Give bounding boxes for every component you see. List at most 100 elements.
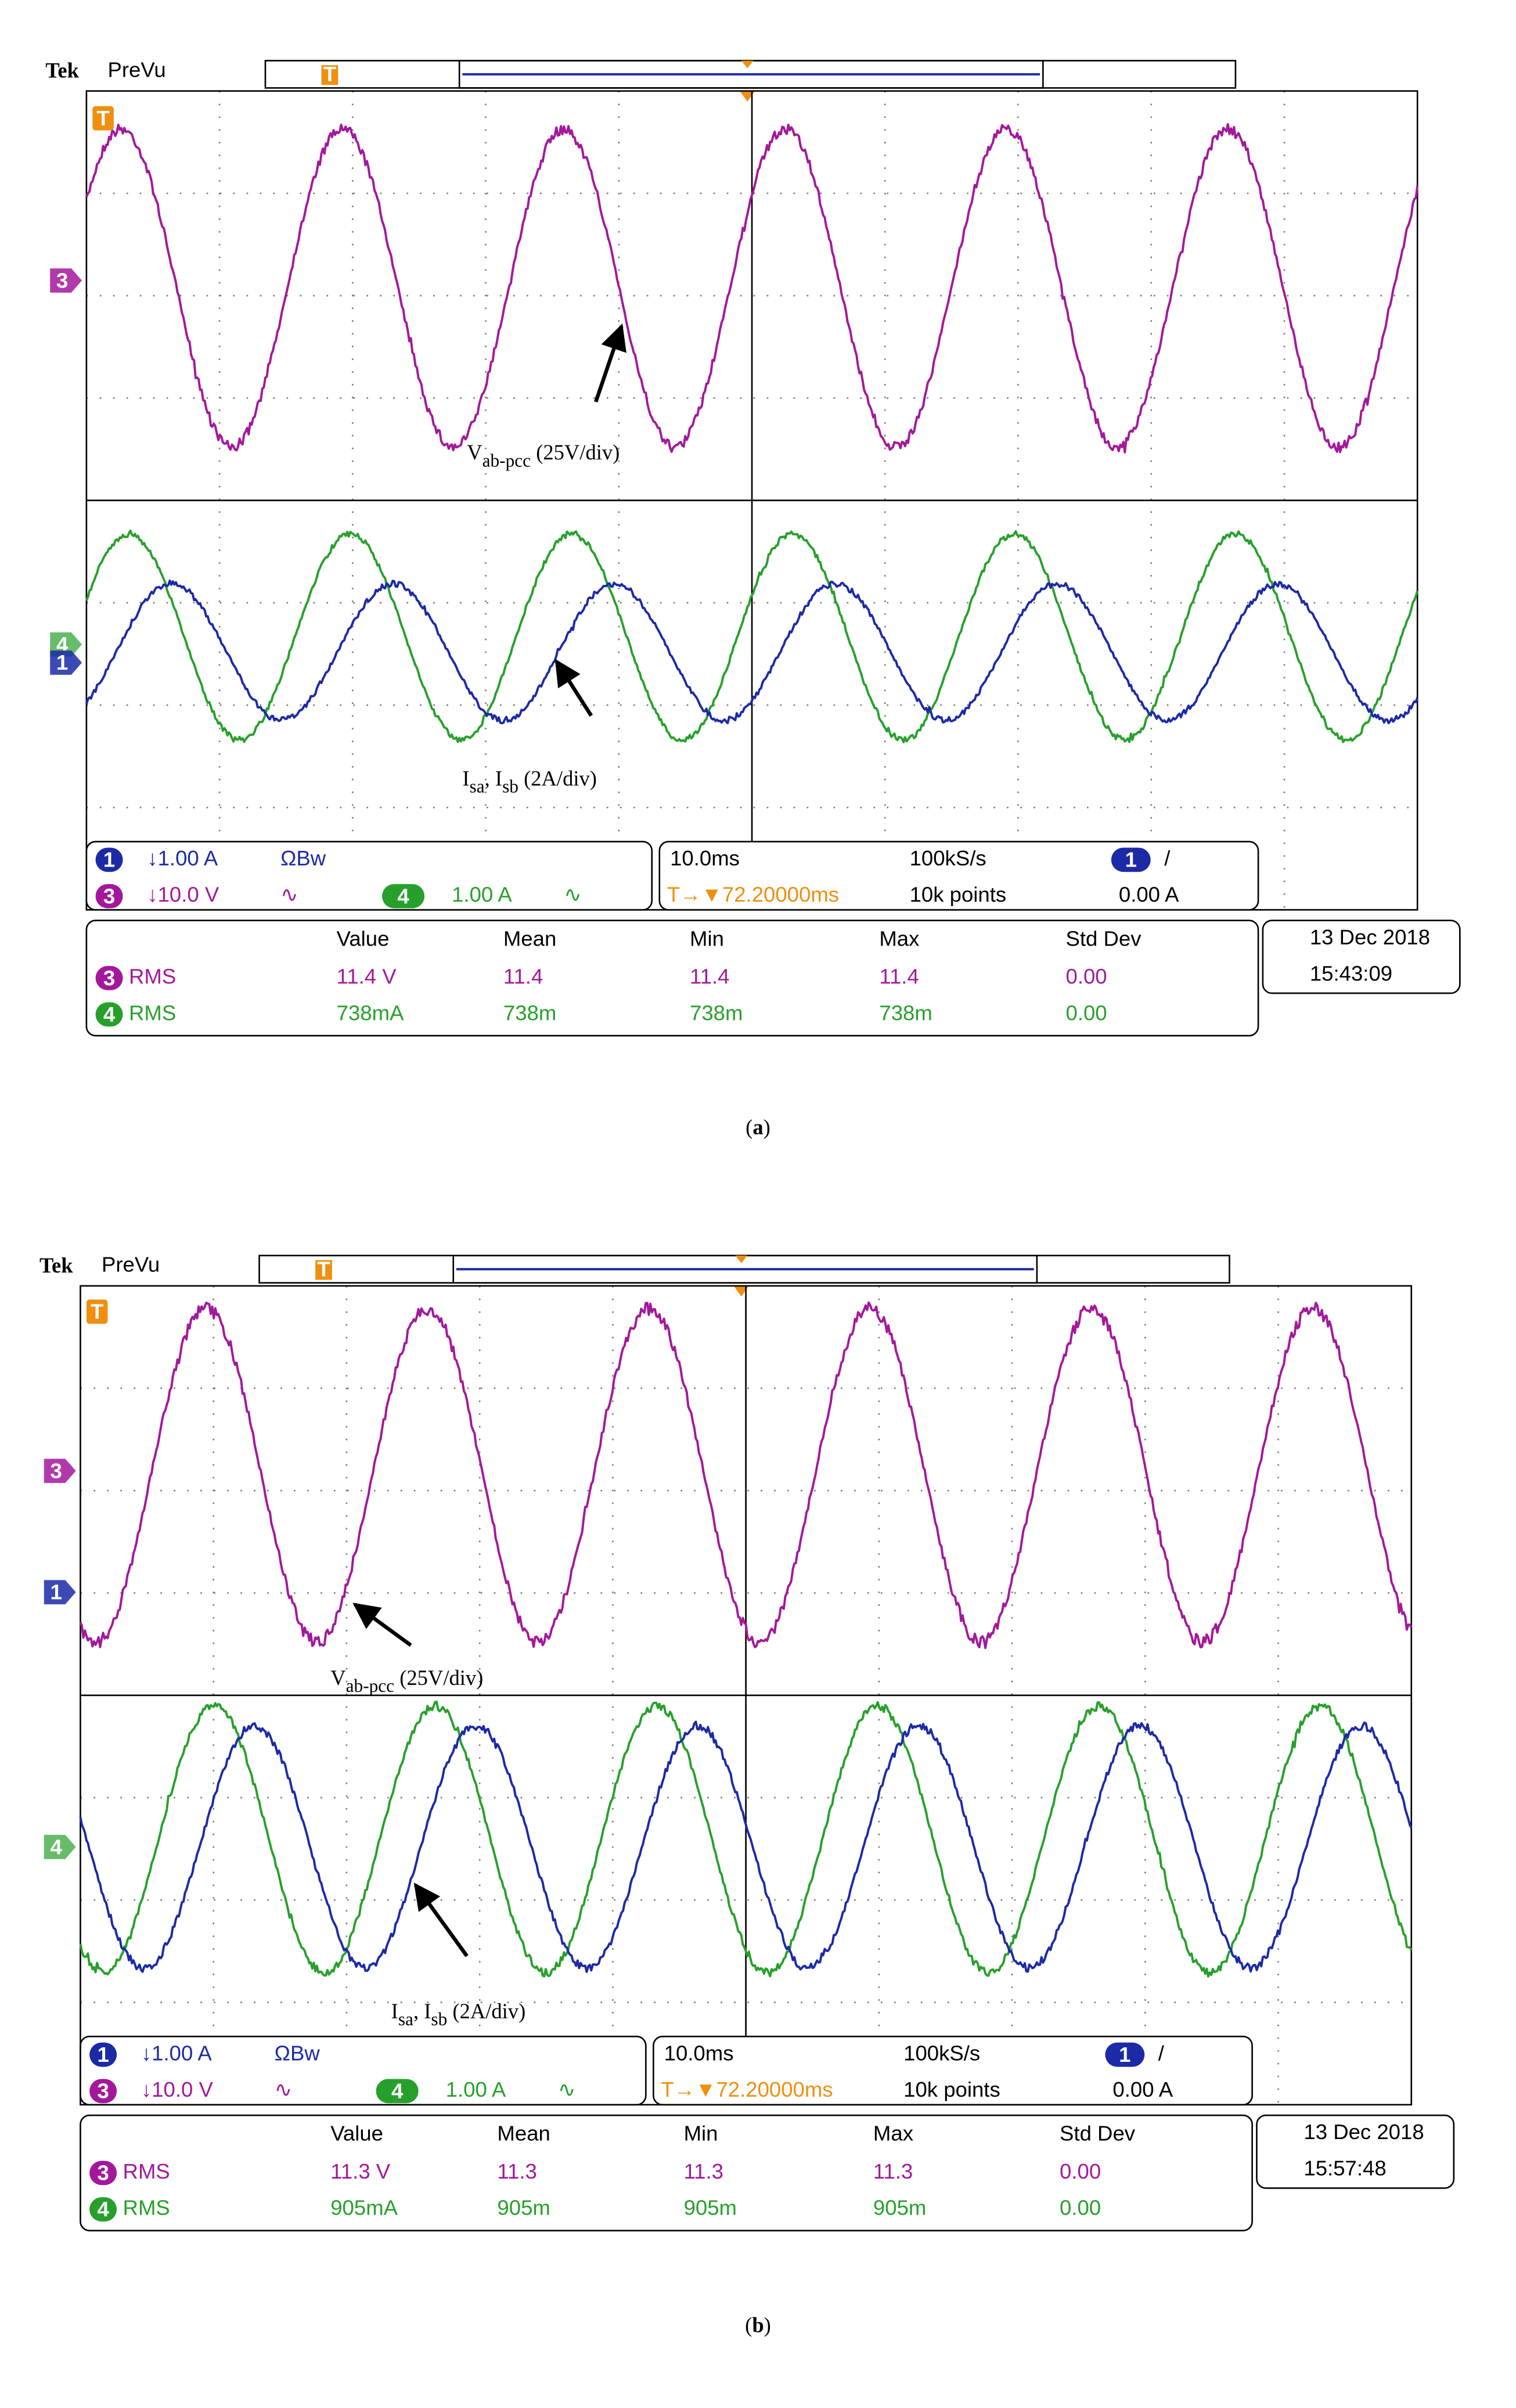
label-part: V — [330, 1666, 345, 1690]
channel-badge-number: 3 — [103, 966, 115, 990]
brand: Tek — [45, 59, 79, 82]
measurement-value: 0.00 — [1065, 965, 1107, 989]
channel-badge-number: 3 — [97, 2161, 109, 2185]
date: 13 Dec 2018 — [1303, 2120, 1424, 2144]
channel-info-box — [85, 840, 653, 911]
label-part: (2A/div) — [447, 2000, 525, 2024]
measurement-box — [80, 2114, 1253, 2231]
label-part: , I — [413, 2000, 431, 2024]
date-box — [1256, 2114, 1455, 2189]
measurement-value: 738m — [690, 1001, 743, 1025]
measurement-value: 738mA — [337, 1001, 404, 1025]
annotation-arrow — [352, 1602, 412, 1647]
label-part: (2A/div) — [518, 767, 597, 790]
caption: (a) — [746, 1115, 770, 1139]
caption: (b) — [745, 2313, 771, 2337]
trigger-level: 0.00 A — [1119, 883, 1179, 907]
channel-marker-bg — [50, 650, 82, 675]
measurement-value: 11.3 — [873, 2159, 913, 2183]
subscript: ab-pcc — [482, 450, 531, 470]
sample-rate: 100kS/s — [903, 2041, 980, 2065]
channel-badge — [89, 2042, 117, 2067]
waveform — [79, 1701, 1413, 1978]
mode: PreVu — [107, 57, 165, 81]
measurement-column: Std Dev — [1060, 2122, 1136, 2145]
ch1-coupling: ΩBw — [275, 2041, 321, 2065]
ch1-scale: ↓1.00 A — [147, 846, 218, 870]
measurement-value: 0.00 — [1065, 1001, 1107, 1025]
timebase: 10.0ms — [670, 846, 740, 870]
measurement-column: Max — [879, 926, 919, 950]
trigger-badge-bg — [315, 1260, 332, 1280]
channel-badge-number: 3 — [97, 2079, 109, 2103]
label-part: (25V/div) — [394, 1666, 483, 1690]
ch3-scale: ↓10.0 V — [147, 883, 219, 907]
trigger-slope: / — [1158, 2041, 1165, 2065]
trigger-marker: T — [91, 1300, 103, 1324]
channel-marker: 1 — [56, 650, 68, 674]
trigger-marker-bg — [92, 106, 114, 131]
label-part: (25V/div) — [531, 441, 620, 465]
time: 15:43:09 — [1310, 961, 1392, 985]
measurement-value: 11.3 — [684, 2159, 723, 2183]
channel-badge — [376, 2079, 419, 2104]
date-box — [1262, 919, 1461, 994]
channel-marker: 4 — [51, 1835, 63, 1859]
measurement-type: RMS — [123, 2159, 170, 2183]
brand: Tek — [39, 1253, 73, 1277]
channel-marker-bg — [50, 268, 82, 293]
acquisition-box — [653, 2036, 1253, 2106]
label-part: , I — [485, 767, 502, 790]
channel-badge-number: 4 — [97, 2197, 109, 2221]
ch4-coupling: ∿ — [564, 883, 582, 907]
measurement-column: Mean — [497, 2122, 550, 2145]
trigger-position: T→▼72.20000ms — [661, 2078, 833, 2101]
measurement-box — [85, 919, 1259, 1037]
channel-badge — [1111, 847, 1151, 872]
current-annotation: Isa, Isb (2A/div) — [462, 767, 597, 797]
record-length: 10k points — [910, 883, 1007, 907]
waveform — [79, 1720, 1413, 1974]
date: 13 Dec 2018 — [1310, 925, 1430, 949]
measurement-value: 11.3 V — [330, 2159, 391, 2183]
sample-rate: 100kS/s — [910, 846, 986, 870]
measurement-value: 11.3 — [497, 2159, 536, 2183]
measurement-value: 905m — [497, 2196, 550, 2220]
caption-part: ( — [746, 1115, 752, 1139]
label-part: I — [391, 2000, 398, 2024]
ch3-coupling: ∿ — [280, 883, 298, 907]
channel-badge-number: 1 — [103, 848, 115, 872]
channel-badge — [89, 2161, 117, 2186]
channel-badge — [1105, 2042, 1145, 2067]
measurement-value: 738m — [879, 1001, 932, 1025]
trigger-badge: T — [323, 62, 336, 86]
measurement-value: 11.4 V — [337, 965, 397, 989]
trigger-pointer — [735, 1255, 748, 1263]
channel-marker: 3 — [56, 268, 68, 292]
subscript: sa — [470, 777, 485, 797]
channel-badge — [95, 847, 123, 872]
trigger-badge-bg — [321, 65, 339, 85]
measurement-value: 905mA — [330, 2196, 398, 2220]
measurement-type: RMS — [129, 965, 176, 989]
subscript: sb — [431, 2009, 447, 2029]
measurement-value: 11.4 — [879, 965, 919, 989]
measurement-column: Mean — [503, 926, 556, 950]
waveform — [85, 123, 1419, 454]
ch1-scale: ↓1.00 A — [141, 2041, 213, 2065]
trigger-pointer — [741, 60, 754, 69]
ch1-coupling: ΩBw — [280, 846, 326, 870]
trigger-pointer — [733, 1285, 749, 1297]
voltage-annotation: Vab-pcc (25V/div) — [467, 441, 620, 471]
trigger-position: T→▼72.20000ms — [667, 883, 839, 907]
channel-badge-number: 1 — [1119, 2043, 1130, 2066]
measurement-column: Value — [337, 926, 390, 950]
waveform — [79, 1301, 1413, 1649]
channel-badge-number: 3 — [103, 884, 115, 908]
caption-part: ) — [764, 2313, 771, 2337]
trigger-badge: T — [317, 1257, 330, 1281]
channel-badge — [89, 2197, 117, 2222]
measurement-column: Value — [330, 2122, 383, 2145]
